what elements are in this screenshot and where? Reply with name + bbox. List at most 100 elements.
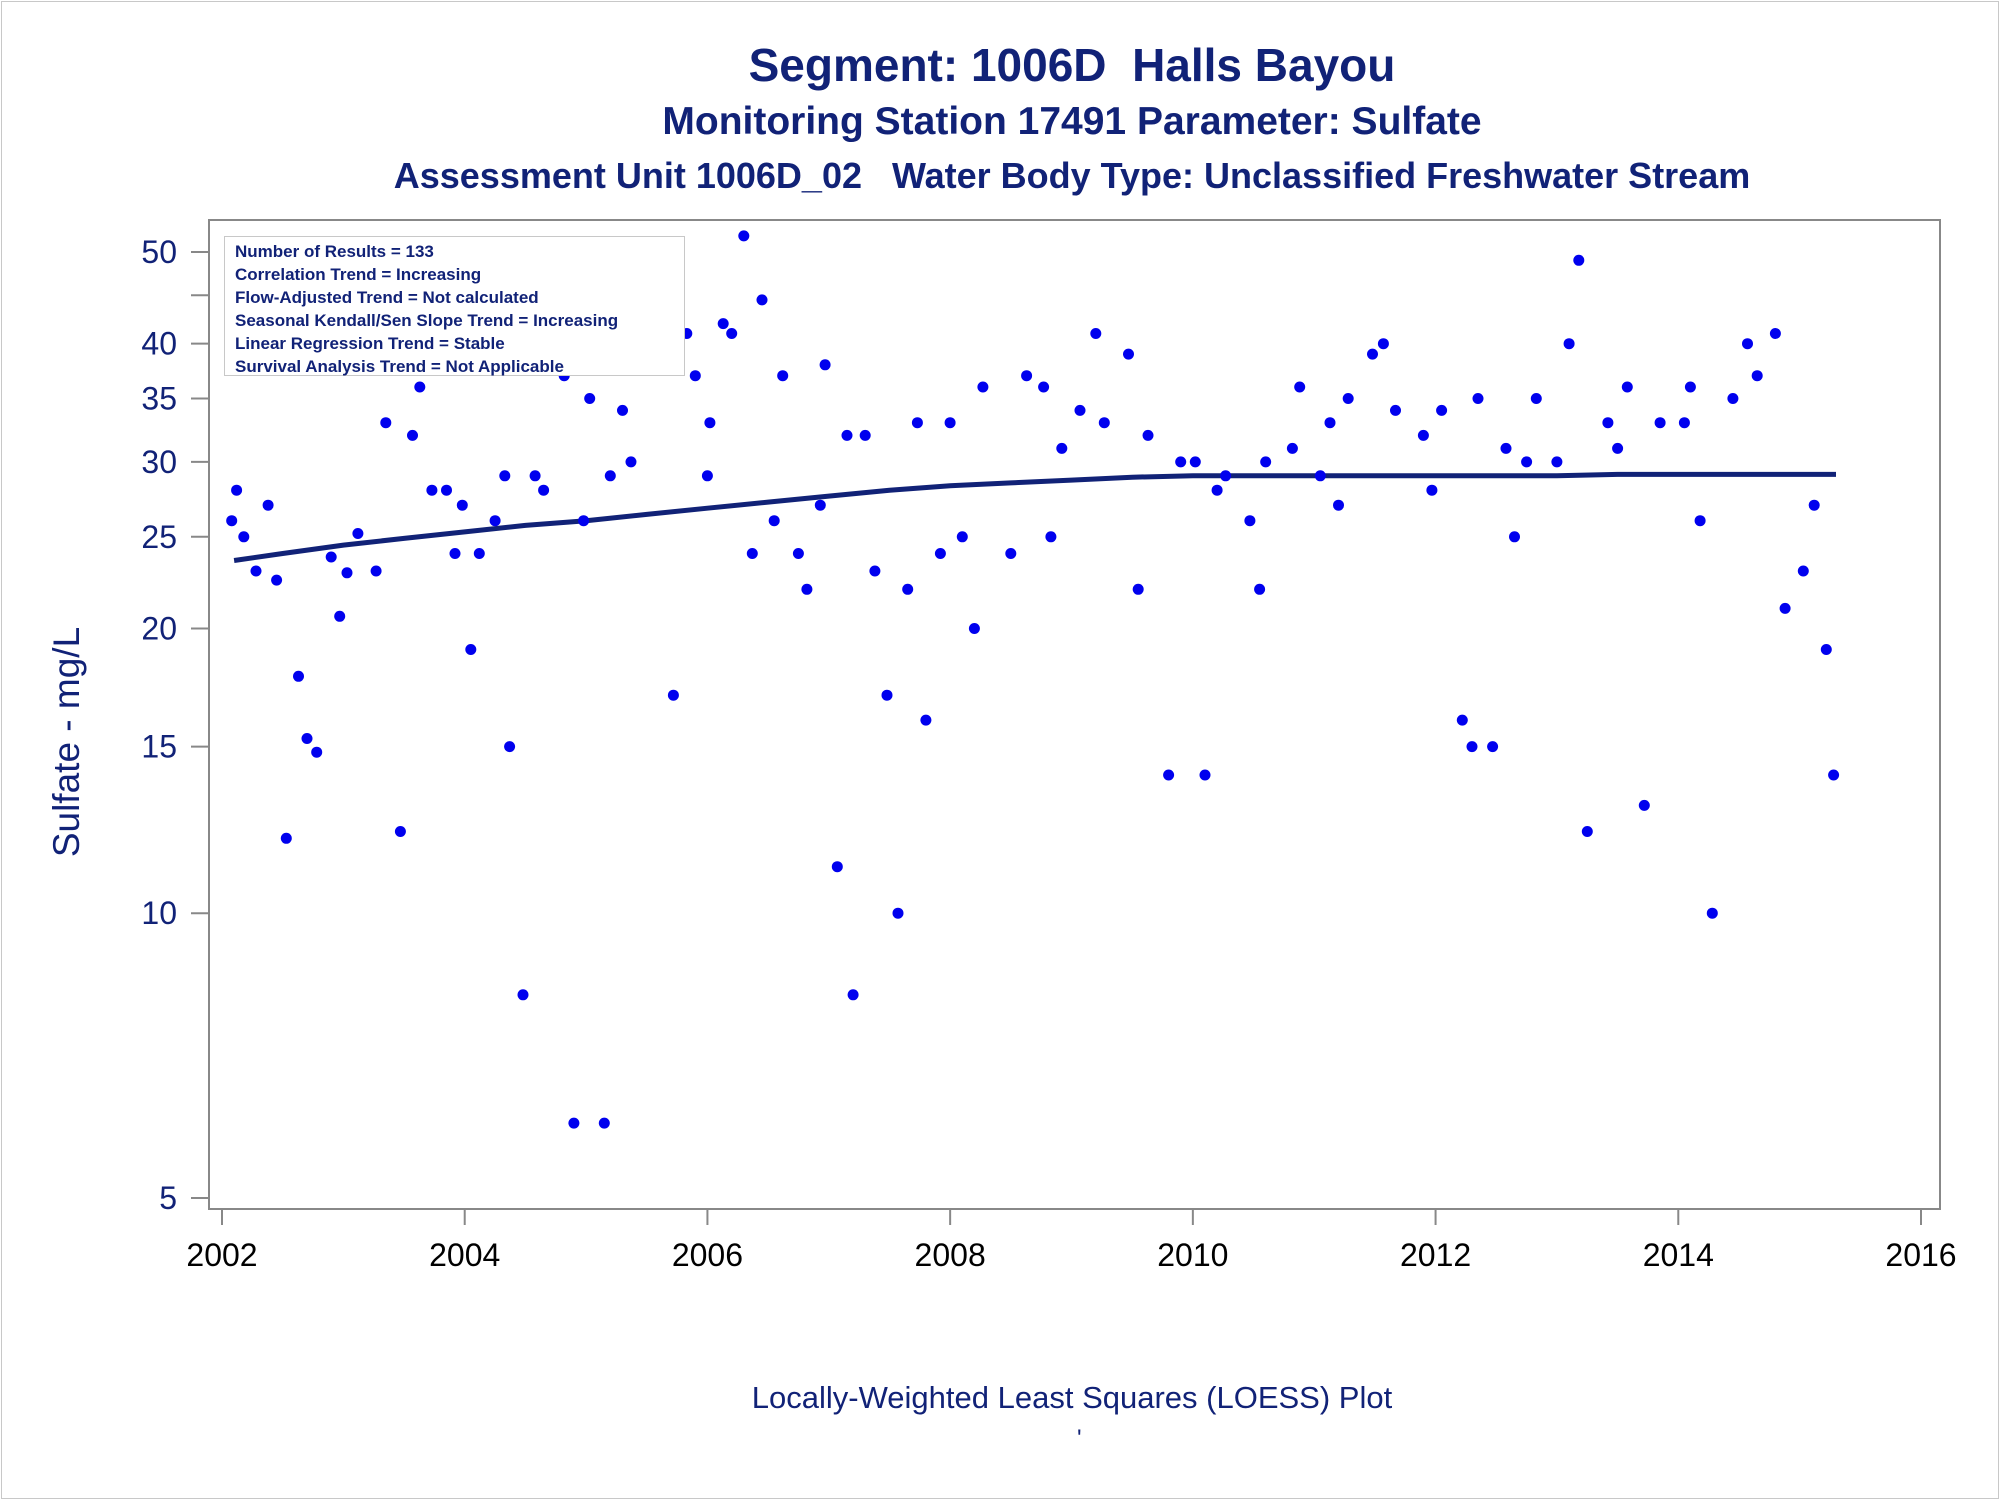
data-point xyxy=(1472,393,1484,404)
data-point xyxy=(1466,741,1478,753)
data-point xyxy=(1005,548,1017,559)
data-point xyxy=(226,515,238,527)
data-point xyxy=(1142,429,1154,441)
data-point xyxy=(334,610,346,622)
chart-subtitle: Monitoring Station 17491 Parameter: Sulf… xyxy=(662,100,1482,143)
data-point xyxy=(625,456,637,468)
y-axis-label: Sulfate - mg/L xyxy=(46,627,87,857)
data-point xyxy=(1521,456,1533,468)
data-point xyxy=(604,470,616,482)
data-point xyxy=(1706,907,1718,919)
data-point xyxy=(465,644,477,655)
data-point xyxy=(1612,442,1624,454)
x-tick-label: 2014 xyxy=(1643,1237,1714,1273)
x-tick-label: 2002 xyxy=(186,1237,257,1273)
y-tick-label: 30 xyxy=(141,444,177,480)
data-point xyxy=(1333,499,1344,511)
data-point xyxy=(617,404,628,416)
data-point xyxy=(1654,417,1666,429)
data-point xyxy=(1021,370,1033,382)
data-point xyxy=(489,515,501,527)
data-point xyxy=(394,826,406,837)
data-point xyxy=(1342,393,1354,404)
y-tick-label: 10 xyxy=(141,895,177,931)
data-point xyxy=(859,429,871,441)
data-point xyxy=(968,623,980,634)
data-point xyxy=(1751,370,1763,382)
data-point xyxy=(792,548,804,559)
stats-inset: Number of Results = 133 Correlation Trend… xyxy=(224,236,685,376)
x-tick-label: 2012 xyxy=(1400,1237,1471,1273)
data-point xyxy=(814,499,826,511)
data-point xyxy=(1694,515,1706,527)
data-point xyxy=(1456,714,1468,726)
data-point xyxy=(380,417,392,429)
data-point xyxy=(499,470,511,482)
data-point xyxy=(1294,381,1306,393)
data-point xyxy=(1286,442,1298,454)
data-point xyxy=(293,670,304,682)
data-point xyxy=(1377,338,1389,350)
data-point xyxy=(341,567,353,579)
data-point xyxy=(1500,442,1512,454)
data-point xyxy=(250,565,262,577)
inset-line: Number of Results = 133 xyxy=(235,242,434,261)
plot-area xyxy=(208,219,1941,1210)
data-point xyxy=(819,359,831,371)
data-point xyxy=(768,515,780,527)
data-point xyxy=(1254,583,1266,595)
data-point xyxy=(920,714,932,726)
data-point xyxy=(756,294,768,306)
data-point xyxy=(1324,417,1336,429)
data-point xyxy=(1417,429,1429,441)
data-point xyxy=(1742,338,1753,350)
x-tick-label: 2006 xyxy=(672,1237,743,1273)
data-point xyxy=(777,370,789,382)
data-point xyxy=(231,484,243,496)
data-point xyxy=(1260,456,1272,468)
data-point xyxy=(352,528,364,539)
data-point xyxy=(1175,456,1187,468)
data-point xyxy=(1436,404,1448,416)
data-point xyxy=(568,1117,580,1129)
inset-line: Linear Regression Trend = Stable xyxy=(235,334,505,353)
data-point xyxy=(1132,583,1144,595)
points-layer xyxy=(226,230,1840,1129)
data-point xyxy=(1367,348,1378,360)
data-point xyxy=(473,548,485,559)
data-point xyxy=(1244,515,1256,527)
data-point xyxy=(1638,799,1650,811)
data-point xyxy=(1602,417,1614,429)
data-point xyxy=(956,531,968,543)
data-point xyxy=(414,381,426,393)
data-point xyxy=(301,733,313,744)
data-point xyxy=(426,484,438,496)
chart-title: Segment: 1006D Halls Bayou xyxy=(748,39,1396,91)
data-point xyxy=(831,861,843,873)
data-point xyxy=(1808,499,1820,511)
data-point xyxy=(704,417,716,429)
data-point xyxy=(944,417,956,429)
data-point xyxy=(1530,393,1542,404)
data-point xyxy=(578,515,590,527)
data-point xyxy=(1390,404,1401,416)
x-tick-label: 2008 xyxy=(915,1237,986,1273)
footer-mark: ' xyxy=(1077,1425,1082,1452)
data-point xyxy=(667,689,679,701)
data-point xyxy=(1581,826,1593,837)
loess-layer xyxy=(233,471,1836,563)
x-tick-label: 2004 xyxy=(429,1237,500,1273)
data-point xyxy=(1551,456,1563,468)
inset-line: Seasonal Kendall/Sen Slope Trend = Incre… xyxy=(235,311,619,330)
data-point xyxy=(1189,456,1201,468)
data-point xyxy=(441,484,452,496)
data-point xyxy=(1820,644,1832,655)
data-point xyxy=(738,230,750,242)
data-point xyxy=(977,381,989,393)
data-point xyxy=(529,470,541,482)
data-point xyxy=(311,746,323,758)
inset-line: Flow-Adjusted Trend = Not calculated xyxy=(235,288,539,307)
data-point xyxy=(881,689,893,701)
footer-caption: Locally-Weighted Least Squares (LOESS) P… xyxy=(751,1380,1393,1415)
